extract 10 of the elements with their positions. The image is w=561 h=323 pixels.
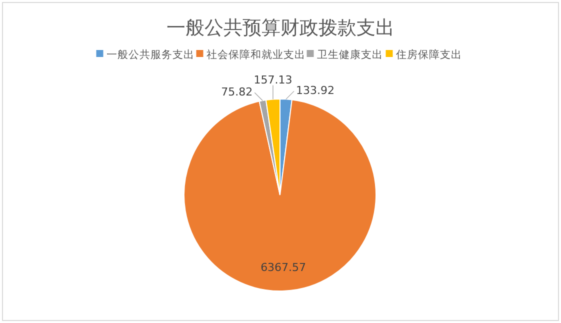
legend-label: 一般公共服务支出 <box>106 48 194 61</box>
data-label: 133.92 <box>296 84 334 98</box>
chart-title: 一般公共预算财政拨款支出 <box>166 17 394 39</box>
pie-slice <box>184 99 376 292</box>
legend-label: 卫生健康支出 <box>316 48 383 61</box>
data-label: 75.82 <box>221 86 253 99</box>
legend-label: 住房保障支出 <box>396 48 462 61</box>
data-label: 6367.57 <box>260 260 306 274</box>
data-label: 157.13 <box>254 73 292 86</box>
legend-label: 社会保障和就业支出 <box>206 48 306 61</box>
